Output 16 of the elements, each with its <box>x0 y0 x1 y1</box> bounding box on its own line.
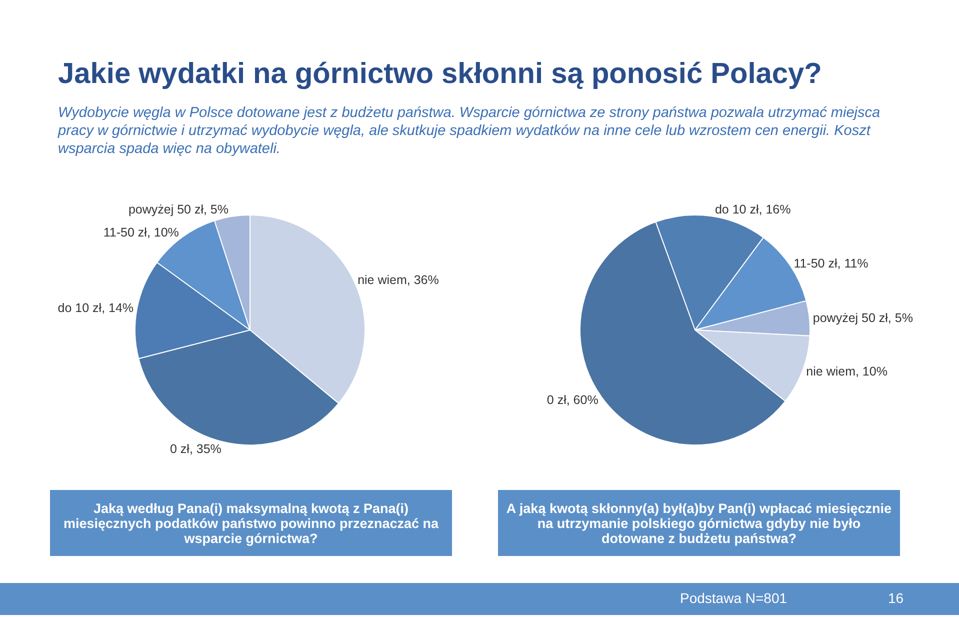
text: A jaką kwotą skłonny(a) był(a)by Pan(i) wpłacać miesięcznie na utrzymanie polskiego górnictwa gdyby nie było dotowane z budżetu państwa? <box>498 490 900 556</box>
slice-label: do 10 zł, 14% <box>58 301 134 316</box>
text: Jaką według Pana(i) maksymalną kwotą z Pana(i) miesięcznych podatków państwo powinno przeznaczać na wsparcie górnictwa? <box>50 490 452 556</box>
text: Podstawa N=801 <box>680 590 788 606</box>
slice-label: 11-50 zł, 10% <box>103 225 179 240</box>
chart-title: Jakie wydatki na górnictwo skłonni są ponosić Polacy? <box>58 58 822 91</box>
slice-label: nie wiem, 36% <box>358 272 439 287</box>
slice-label: powyżej 50 zł, 5% <box>128 202 229 217</box>
slice-label: powyżej 50 zł, 5% <box>812 311 913 326</box>
text: 16 <box>888 590 904 606</box>
slice-label: 11-50 zł, 11% <box>794 256 868 270</box>
slice-label: 0 zł, 35% <box>170 442 222 456</box>
slice-label: do 10 zł, 16% <box>714 202 791 216</box>
slice-label: nie wiem, 10% <box>806 364 888 378</box>
text: Wydobycie węgla w Polsce dotowane jest z budżetu państwa. Wsparcie górnictwa ze strony państwa pozwala utrzymać miejsca pracy w górnictwie i utrzymać wydobycie węgla, ale skutkuje spadkiem wydatków na inne cele lub wzrostem cen energii. Koszt wsparcia spada więc na obywateli. <box>58 104 882 158</box>
slice-label: 0 zł, 60% <box>546 392 598 407</box>
